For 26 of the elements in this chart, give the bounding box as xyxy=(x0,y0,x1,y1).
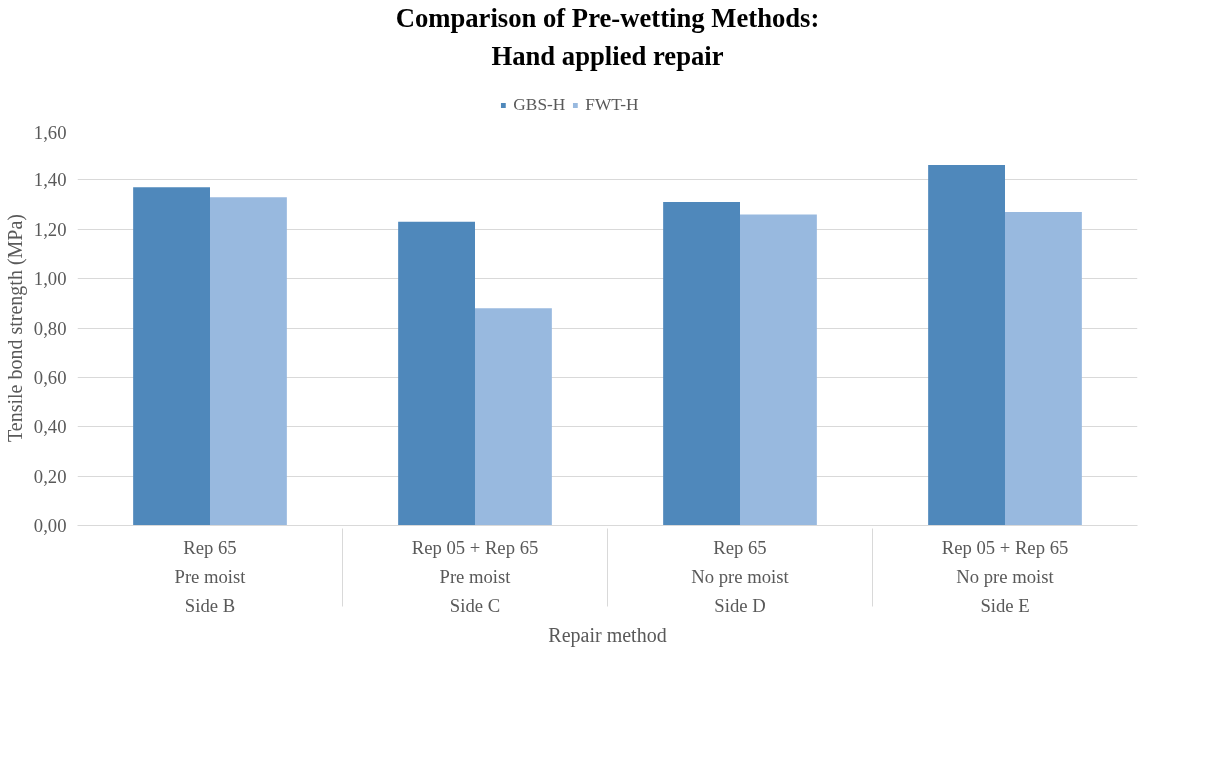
y-tick-label: 0,40 xyxy=(33,416,67,438)
y-tick-label: 0,60 xyxy=(33,366,67,388)
y-tick-label: 0,20 xyxy=(33,465,67,487)
bar xyxy=(663,202,740,526)
legend-label: FWT-H xyxy=(585,95,639,115)
chart-title: Comparison of Pre-wetting Methods: Hand applied repair xyxy=(395,3,820,71)
y-tick-label: 0,00 xyxy=(33,515,67,536)
category-label: Rep 05 + Rep 65 Pre moist Side C xyxy=(411,536,539,616)
y-tick-label: 1,60 xyxy=(33,121,67,143)
y-tick-label: 0,80 xyxy=(33,317,67,339)
bar xyxy=(475,308,552,526)
y-tick-label: 1,00 xyxy=(33,268,67,290)
bar xyxy=(210,197,287,526)
y-tick-label: 1,40 xyxy=(33,169,67,191)
bar xyxy=(740,214,817,526)
category-label: Rep 65 Pre moist Side B xyxy=(174,536,246,616)
y-axis-title: Tensile bond strength (MPa) xyxy=(3,213,27,442)
category-label: Rep 65 No pre moist Side D xyxy=(691,536,789,616)
y-tick-label: 1,20 xyxy=(33,218,67,240)
bar xyxy=(398,221,475,526)
x-axis-title: Repair method xyxy=(548,623,667,647)
category-label: Rep 05 + Rep 65 No pre moist Side E xyxy=(941,536,1069,616)
bar xyxy=(133,187,210,526)
legend-label: GBS-H xyxy=(513,95,566,115)
bar xyxy=(1005,211,1082,526)
bar xyxy=(928,165,1005,526)
